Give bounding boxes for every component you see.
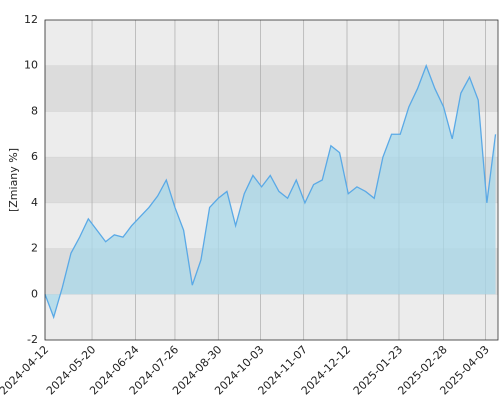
y-tick-label: 0 <box>31 287 38 300</box>
line <box>44 63 497 320</box>
y-tick-label: 6 <box>31 150 38 163</box>
y-tick-label: 2 <box>31 242 38 255</box>
y-axis-label: [Zmiany %] <box>7 148 20 212</box>
band <box>45 20 498 66</box>
band <box>45 294 498 340</box>
area-fill <box>45 65 496 318</box>
y-tick-label: 12 <box>24 13 38 26</box>
y-tick-label: -2 <box>27 333 38 346</box>
plot-border <box>44 19 499 341</box>
y-tick-label: 10 <box>24 59 38 72</box>
y-tick-label: 8 <box>31 104 38 117</box>
y-tick-label: 4 <box>31 196 38 209</box>
